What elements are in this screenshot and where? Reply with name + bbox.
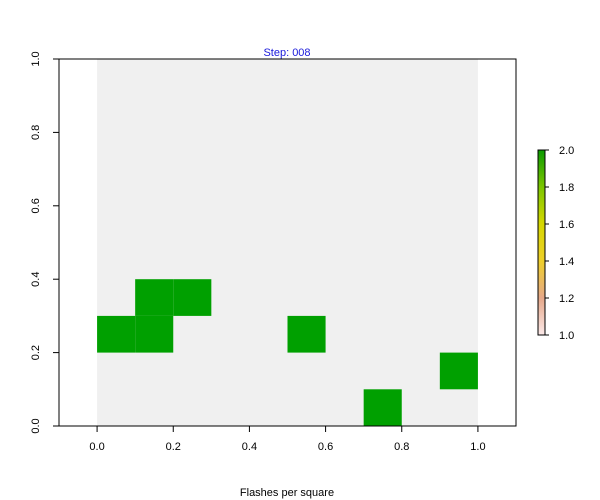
heatmap-cell — [287, 315, 326, 353]
y-tick-label: 0.0 — [30, 418, 42, 433]
x-tick-label: 0.4 — [242, 441, 257, 453]
field-background — [97, 59, 478, 426]
colorbar-tick-label: 1.2 — [559, 293, 574, 305]
y-tick-label: 1.0 — [30, 51, 42, 66]
heatmap-cell — [173, 279, 212, 316]
heatmap-cell — [135, 279, 174, 316]
y-tick-label: 0.8 — [30, 125, 42, 140]
x-tick-label: 1.0 — [470, 441, 485, 453]
colorbar-tick-label: 1.0 — [559, 330, 574, 342]
heatmap-cell — [97, 315, 136, 353]
chart-title: Step: 008 — [263, 47, 310, 59]
colorbar-gradient — [537, 149, 546, 336]
colorbar-tick-label: 1.8 — [559, 182, 574, 194]
y-tick-label: 0.2 — [30, 345, 42, 360]
heatmap-cell — [363, 389, 402, 426]
x-tick-label: 0.6 — [318, 441, 333, 453]
plot-area — [97, 59, 478, 426]
x-tick-label: 0.0 — [89, 441, 104, 453]
colorbar-tick-label: 1.4 — [559, 256, 574, 268]
y-tick-label: 0.4 — [30, 272, 42, 287]
y-tick-label: 0.6 — [30, 198, 42, 213]
x-tick-label: 0.8 — [394, 441, 409, 453]
colorbar-tick-label: 1.6 — [559, 219, 574, 231]
heatmap-cell — [439, 352, 478, 390]
colorbar-tick-label: 2.0 — [559, 145, 574, 157]
heatmap-cells — [97, 279, 478, 426]
colorbar: 1.0 1.2 1.4 1.6 1.8 2.0 — [537, 145, 574, 342]
heatmap-cell — [135, 315, 174, 353]
x-axis-title: Flashes per square — [240, 487, 334, 499]
plot-frame — [58, 58, 517, 427]
axes: 0.0 0.2 0.4 0.6 0.8 1.0 0.0 0.2 0.4 0.6 0.8 1.0 — [30, 51, 517, 453]
x-tick-label: 0.2 — [166, 441, 181, 453]
